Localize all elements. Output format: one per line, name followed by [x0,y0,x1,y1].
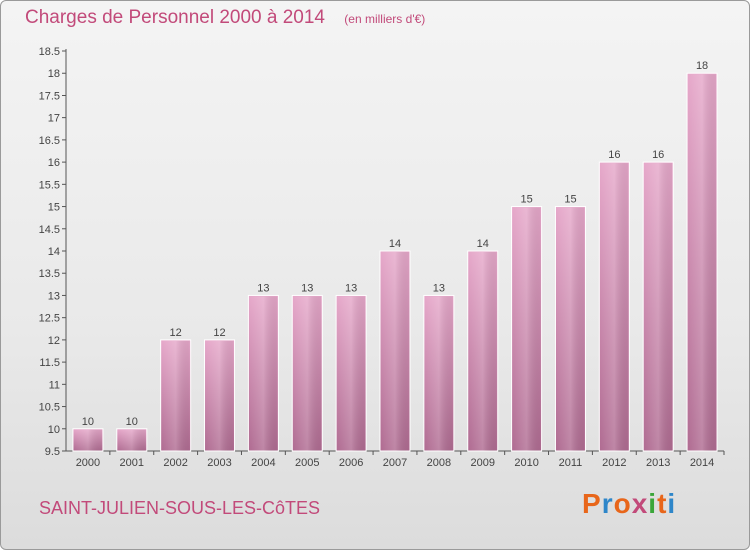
data-label: 13 [345,282,357,294]
data-label: 13 [433,282,445,294]
x-tick-label: 2014 [690,457,714,469]
y-tick-label: 16 [48,157,60,169]
bar-sheen [512,207,541,451]
data-labels: 10 10 12 12 13 13 13 14 13 14 15 15 16 16 18 [82,60,708,428]
x-tick-label: 2001 [120,457,144,469]
logo-letter: i [648,488,658,519]
y-tick-label: 11 [49,379,60,391]
bar-sheen [556,207,585,451]
chart-title: Charges de Personnel 2000 à 2014 (en mil… [25,7,425,29]
y-tick-label: 12 [48,335,60,347]
bar-sheen [117,429,146,451]
x-tick-label: 2007 [383,457,407,469]
x-tick-label: 2012 [602,457,626,469]
logo-letter: x [631,488,649,519]
y-tick-label: 12.5 [39,313,60,325]
y-tick-label: 9.5 [45,446,60,458]
y-tick-label: 15.5 [39,179,60,191]
y-tick-label: 14 [48,246,60,258]
logo-letter: o [613,488,632,519]
bar-sheen [249,296,278,451]
x-tick-label: 2003 [207,457,231,469]
logo-letter: i [667,488,677,519]
data-label: 13 [257,282,269,294]
bar-sheen [73,429,102,451]
x-tick-label: 2011 [559,457,583,469]
bar-sheen [293,296,322,451]
y-tick-label: 13 [48,290,60,302]
bar-sheen [644,163,673,451]
data-label: 12 [213,327,225,339]
y-tick-label: 10.5 [39,402,60,414]
logo-letter: r [601,488,614,519]
data-label: 15 [564,194,576,206]
data-label: 16 [652,149,664,161]
y-tick-label: 14.5 [39,224,60,236]
data-label: 18 [696,60,708,72]
data-label: 10 [126,416,138,428]
x-axis: 2000 2001 2002 2003 2004 2005 2006 2007 2008 2009… [66,450,725,469]
logo-letter: t [657,488,668,519]
subtitle-text: (en milliers d'€) [344,12,426,26]
y-tick-label: 15 [48,202,60,214]
x-tick-label: 2002 [163,457,187,469]
x-tick-label: 2005 [295,457,319,469]
bar-sheen [381,252,409,451]
data-label: 12 [170,327,182,339]
bar-sheen [600,163,629,451]
y-tick-label: 11.5 [39,357,60,369]
y-axis: 9.5 10 10.5 11 11.5 12 12.5 13 13.5 14 14.5 15 15.5 1… [39,46,67,458]
y-tick-label: 10 [48,424,60,436]
x-tick-label: 2010 [514,457,538,469]
title-text: Charges de Personnel 2000 à 2014 [25,7,326,28]
x-tick-label: 2008 [427,457,451,469]
data-label: 14 [389,238,401,250]
bar-sheen [205,340,234,451]
data-label: 16 [608,149,620,161]
bar-sheen [424,296,453,451]
y-tick-label: 16.5 [39,135,60,147]
data-label: 10 [82,416,94,428]
y-tick-label: 17 [48,113,60,125]
x-tick-label: 2006 [339,457,363,469]
bar-sheen [468,252,497,451]
commune-name: SAINT-JULIEN-SOUS-LES-CôTES [39,498,321,518]
bar-sheen [161,340,190,451]
x-tick-label: 2004 [251,457,275,469]
logo-letter: P [582,488,602,519]
data-label: 13 [301,282,313,294]
x-tick-label: 2009 [470,457,494,469]
y-tick-label: 18 [48,68,60,80]
data-label: 14 [477,238,489,250]
x-tick-label: 2000 [76,457,100,469]
bar-sheen [688,74,717,451]
x-tick-label: 2013 [646,457,670,469]
bar-sheen [337,296,366,451]
y-tick-label: 13.5 [39,268,60,280]
bars [72,72,718,452]
y-tick-label: 18.5 [39,46,60,58]
proxiti-logo[interactable]: Proxiti [582,488,676,520]
y-tick-label: 17.5 [39,90,60,102]
data-label: 15 [520,194,532,206]
